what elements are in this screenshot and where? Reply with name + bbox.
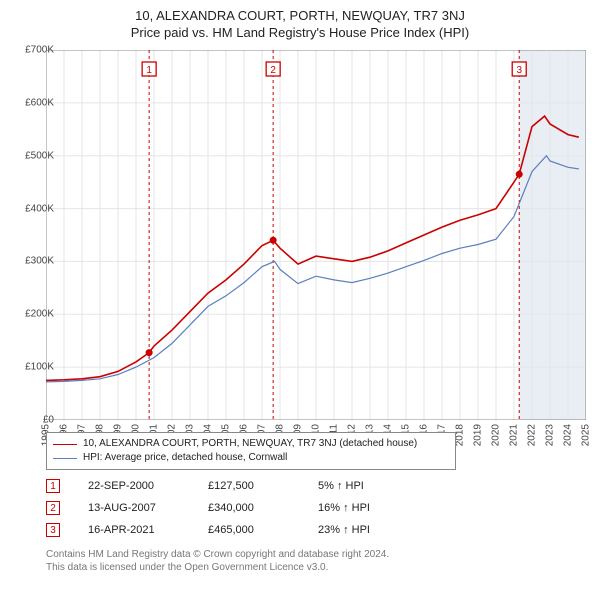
footer: Contains HM Land Registry data © Crown c… <box>46 548 389 574</box>
x-tick-label: 2021 <box>509 424 520 446</box>
chart-container: 10, ALEXANDRA COURT, PORTH, NEWQUAY, TR7… <box>0 0 600 590</box>
legend-label: 10, ALEXANDRA COURT, PORTH, NEWQUAY, TR7… <box>83 437 417 451</box>
footer-line2: This data is licensed under the Open Gov… <box>46 561 389 574</box>
y-tick-label: £200K <box>10 309 54 320</box>
event-delta: 16% ↑ HPI <box>318 502 428 514</box>
event-number-box: 1 <box>46 479 60 493</box>
event-price: £465,000 <box>208 524 318 536</box>
y-tick-label: £600K <box>10 97 54 108</box>
x-tick-label: 2025 <box>581 424 592 446</box>
x-tick-label: 2024 <box>563 424 574 446</box>
legend-label: HPI: Average price, detached house, Corn… <box>83 451 287 465</box>
event-number-box: 2 <box>46 501 60 515</box>
event-row: 2 13-AUG-2007£340,00016% ↑ HPI <box>46 497 428 519</box>
event-delta: 5% ↑ HPI <box>318 480 428 492</box>
event-date: 13-AUG-2007 <box>88 502 208 514</box>
y-tick-label: £400K <box>10 203 54 214</box>
title-area: 10, ALEXANDRA COURT, PORTH, NEWQUAY, TR7… <box>0 0 600 40</box>
price-chart: 1 2 3 <box>46 50 586 420</box>
event-row: 1 22-SEP-2000£127,5005% ↑ HPI <box>46 475 428 497</box>
svg-text:3: 3 <box>516 65 522 76</box>
legend-swatch <box>53 458 77 459</box>
x-tick-label: 2020 <box>491 424 502 446</box>
event-price: £340,000 <box>208 502 318 514</box>
y-tick-label: £100K <box>10 362 54 373</box>
footer-line1: Contains HM Land Registry data © Crown c… <box>46 548 389 561</box>
x-tick-label: 2018 <box>455 424 466 446</box>
event-date: 22-SEP-2000 <box>88 480 208 492</box>
event-delta: 23% ↑ HPI <box>318 524 428 536</box>
event-date: 16-APR-2021 <box>88 524 208 536</box>
title-subtitle: Price paid vs. HM Land Registry's House … <box>0 25 600 40</box>
legend: 10, ALEXANDRA COURT, PORTH, NEWQUAY, TR7… <box>46 432 456 470</box>
legend-item: 10, ALEXANDRA COURT, PORTH, NEWQUAY, TR7… <box>53 437 449 451</box>
legend-swatch <box>53 444 77 445</box>
event-row: 3 16-APR-2021£465,00023% ↑ HPI <box>46 519 428 541</box>
x-tick-label: 2023 <box>545 424 556 446</box>
x-tick-label: 2019 <box>473 424 484 446</box>
legend-item: HPI: Average price, detached house, Corn… <box>53 451 449 465</box>
events-table: 1 22-SEP-2000£127,5005% ↑ HPI 2 13-AUG-2007… <box>46 475 428 541</box>
event-price: £127,500 <box>208 480 318 492</box>
title-address: 10, ALEXANDRA COURT, PORTH, NEWQUAY, TR7… <box>0 8 600 23</box>
svg-text:1: 1 <box>146 65 152 76</box>
event-number-box: 3 <box>46 523 60 537</box>
svg-text:2: 2 <box>270 65 276 76</box>
x-tick-label: 2022 <box>527 424 538 446</box>
y-tick-label: £500K <box>10 150 54 161</box>
y-tick-label: £700K <box>10 45 54 56</box>
y-tick-label: £300K <box>10 256 54 267</box>
